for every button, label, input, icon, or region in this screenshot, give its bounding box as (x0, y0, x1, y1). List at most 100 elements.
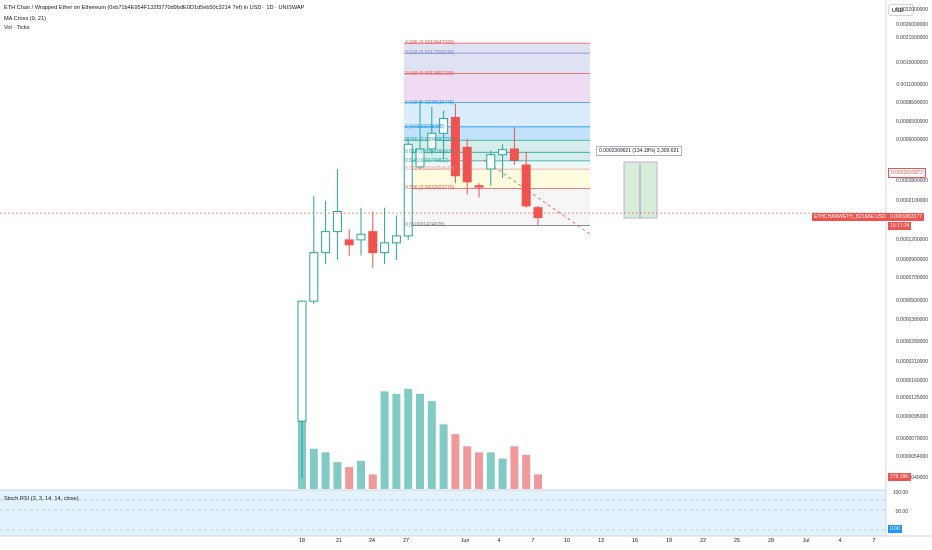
time-axis-label: 22 (700, 538, 706, 544)
time-axis-label: 18 (299, 538, 305, 544)
symbol-price-tag: ETHCHANWETH_B218AE.USD (812, 213, 888, 221)
fib-zone (404, 140, 590, 153)
price-axis-label: 0.0000095000 (896, 414, 928, 421)
volume-bar (463, 446, 472, 489)
fib-level-label: 1 (0.0006035458) (405, 123, 445, 130)
price-axis-label: 0.0001200000 (896, 236, 928, 243)
fib-level-label: 2.618 (0.0012891229) (405, 70, 455, 77)
candle-body (450, 116, 460, 177)
volume-bar (427, 401, 436, 489)
volume-bar (439, 424, 448, 489)
fib-zone (404, 169, 590, 189)
volume-bar (451, 434, 460, 489)
bar-countdown: 10:17:34 (888, 222, 912, 230)
fib-zone (404, 53, 590, 74)
candle-body (462, 146, 472, 183)
volume-bar (498, 458, 507, 489)
time-axis-label: Jul (802, 538, 810, 544)
volume-bar (475, 452, 483, 489)
last-price-tag: 0.0001863177 (888, 213, 924, 221)
price-axis-label: 0.0005000000 (896, 136, 928, 143)
fib-zone (404, 126, 590, 141)
fib-level-label: 3.618 (0.0017292039) (405, 50, 455, 57)
volume-bar (333, 462, 342, 489)
candle-body (533, 207, 543, 219)
stoch-pane-background (0, 490, 886, 536)
time-axis-label: 7 (531, 538, 535, 544)
volume-bar (404, 388, 413, 489)
volume-bar (345, 467, 354, 489)
candle-body (297, 300, 307, 422)
time-axis-label: 16 (632, 538, 638, 544)
candle-body (521, 164, 531, 207)
volume-indicator-label[interactable]: Vol · Ticks (4, 25, 30, 31)
price-axis-label: 0.0000700000 (896, 274, 928, 281)
time-axis-label: 27 (403, 538, 409, 544)
fib-zone (404, 160, 590, 170)
candle-body (380, 242, 390, 254)
stoch-value-tag: 0.00 (888, 525, 902, 533)
time-axis-label: 4 (838, 538, 842, 544)
candle-body (391, 235, 401, 244)
fib-level-label: 0.5 (0.0003709822) (405, 157, 449, 164)
candle-body (309, 252, 319, 302)
fib-level-label: 4.236 (0.0019947020) (405, 40, 455, 47)
time-axis-label: 7 (872, 538, 876, 544)
price-axis-label: 0.0000054000 (896, 453, 928, 460)
fib-level-label: 1.618 (0.0008536478) (405, 99, 455, 106)
measure-box (623, 161, 658, 219)
volume-bar (534, 474, 542, 489)
volume-bar (309, 448, 318, 489)
price-axis-label: 0.0006500000 (896, 118, 928, 125)
fib-level-label: 0 (0.0001474628) (405, 222, 445, 229)
fib-level-label: 0.236 (0.0002503779) (405, 185, 455, 192)
fib-zone (404, 43, 590, 54)
candle-body (321, 231, 331, 254)
volume-bar (357, 460, 365, 489)
candle-body (368, 231, 378, 254)
time-axis-label: Jun (460, 538, 470, 544)
fib-zone (404, 188, 590, 226)
time-axis-label: 25 (734, 538, 740, 544)
price-axis-label: 0.0015000000 (896, 60, 928, 67)
price-axis-label: 0.0000125000 (896, 395, 928, 402)
stoch-axis-50: 50.00 (895, 509, 908, 515)
candle-body (356, 233, 366, 241)
price-axis-label: 0.0032000000 (896, 7, 928, 13)
time-axis-label: 10 (564, 538, 570, 544)
ma-cross-indicator-label[interactable]: MA Cross (9, 21) (4, 16, 46, 22)
volume-bar (380, 391, 389, 489)
price-axis-label: 0.0011000000 (896, 81, 928, 88)
fib-level-label: 0.382 (0.0003294672) (405, 166, 455, 173)
price-axis-label: 0.0000280000 (896, 338, 928, 345)
candle-body (474, 185, 484, 188)
price-axis-label: 0.0026000000 (896, 21, 928, 28)
candle-body (344, 239, 354, 246)
candle-body (332, 210, 342, 233)
price-axis-label: 0.0000070000 (896, 435, 928, 442)
volume-bar (522, 454, 531, 489)
time-axis-label: 21 (336, 538, 342, 544)
fib-level-label: 0.786 (0.0004980225) (405, 137, 455, 144)
price-axis-label: 0.0021500000 (896, 34, 928, 41)
volume-bar (510, 446, 519, 489)
price-axis-label: 0.0000160000 (896, 377, 928, 384)
volume-bar (392, 393, 401, 489)
candle-body (439, 117, 449, 134)
candle-body (427, 132, 437, 150)
time-axis-label: 13 (598, 538, 604, 544)
fib-level-label: 0.618 (0.0004189609) (405, 149, 455, 156)
stoch-rsi-title[interactable]: Stoch RSI (3, 3, 14, 14, close) (4, 496, 79, 502)
price-axis-label: 0.0000500000 (896, 298, 928, 305)
currency-button[interactable]: USD (888, 4, 914, 16)
ma-price-tag: 0.0003609972 (888, 168, 926, 178)
time-axis-label: 28 (768, 538, 774, 544)
symbol-title[interactable]: ETH Chan / Wrapped Ether on Ethereum (0x… (4, 5, 305, 11)
price-axis-label: 0.0000210000 (896, 358, 928, 365)
volume-bar (368, 474, 377, 489)
candle-body (403, 143, 413, 237)
price-axis-label: 0.0008500000 (896, 99, 928, 106)
volume-bar (321, 452, 330, 489)
